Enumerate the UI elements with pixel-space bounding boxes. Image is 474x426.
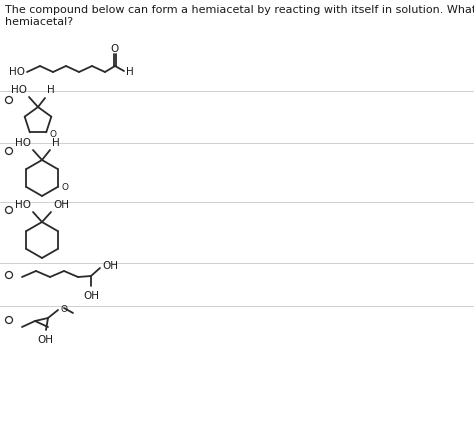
Text: O: O bbox=[49, 130, 56, 139]
Text: OH: OH bbox=[102, 261, 118, 271]
Text: OH: OH bbox=[37, 335, 53, 345]
Text: The compound below can form a hemiacetal by reacting with itself in solution. Wh: The compound below can form a hemiacetal… bbox=[5, 5, 474, 26]
Text: HO: HO bbox=[15, 138, 31, 148]
Text: HO: HO bbox=[15, 200, 31, 210]
Text: OH: OH bbox=[53, 200, 69, 210]
Text: O: O bbox=[61, 305, 68, 314]
Text: O: O bbox=[62, 184, 69, 193]
Text: HO: HO bbox=[11, 85, 27, 95]
Text: HO: HO bbox=[9, 67, 25, 77]
Text: H: H bbox=[126, 67, 134, 77]
Text: H: H bbox=[52, 138, 60, 148]
Text: OH: OH bbox=[83, 291, 99, 301]
Text: O: O bbox=[111, 44, 119, 54]
Text: H: H bbox=[47, 85, 55, 95]
